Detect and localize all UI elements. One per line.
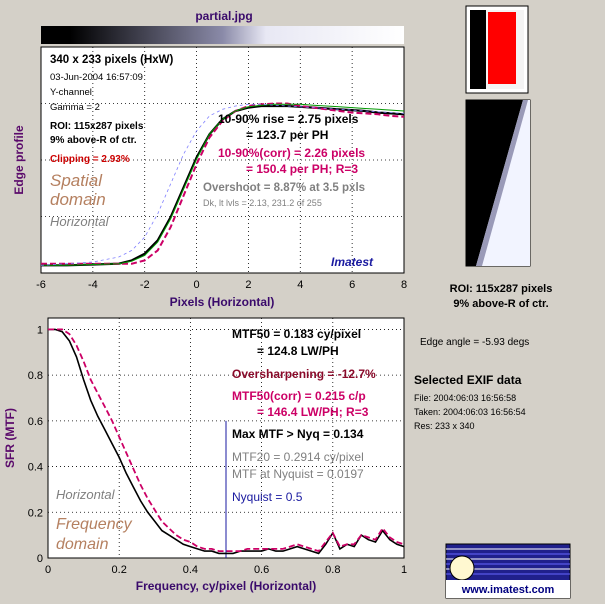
mtf50c-label-2: = 146.4 LW/PH; R=3	[257, 405, 369, 419]
info-line-5: 9% above-R of ctr.	[50, 135, 137, 146]
edge-x-tick-label: 6	[349, 279, 355, 291]
mtf-series-line-1	[48, 328, 405, 553]
info-line-0: 340 x 233 pixels (HxW)	[50, 54, 174, 66]
spatial-label: Spatial	[50, 171, 103, 190]
mtf50c-label-1: MTF50(corr) = 0.215 c/p	[232, 389, 366, 403]
roi-size-label: ROI: 115x287 pixels	[450, 283, 553, 295]
edge-x-tick-label: 0	[194, 279, 200, 291]
horizontal-label-bottom: Horizontal	[56, 487, 116, 502]
frequency-label: Frequency	[56, 516, 133, 533]
edge-ylabel: Edge profile	[12, 125, 26, 195]
overshoot-label: Overshoot = 8.87% at 3.5 pxls	[203, 182, 365, 194]
edge-image	[465, 99, 531, 267]
logo-url[interactable]: www.imatest.com	[461, 584, 555, 596]
edge-curves	[40, 102, 405, 267]
mtf-x-tick-label: 0	[45, 564, 51, 576]
edge-profile-panel: -6 -4 -2 0 2 4 6 8 340 x 233 pixels (HxW) 03-Ju…	[12, 26, 407, 309]
mtf20-label: MTF20 = 0.2914 cy/pixel	[232, 450, 364, 464]
mtfnyq-label: MTF at Nyquist = 0.0197	[232, 467, 364, 481]
mtf-y-tick-label: 0	[37, 553, 43, 565]
grayscale-bar	[41, 26, 404, 44]
mtf-y-ticks: 0 0.2 0.4 0.6 0.8 1	[28, 324, 43, 565]
mtf-y-tick-label: 0.2	[28, 507, 43, 519]
imatest-label: Imatest	[331, 255, 374, 269]
exif-taken: Taken: 2004:06:03 16:56:54	[414, 407, 526, 417]
edge-series-line-2	[41, 103, 405, 266]
window-title: partial.jpg	[195, 9, 252, 23]
oversharpening-label: Oversharpening = -12.7%	[232, 367, 376, 381]
info-line-4: ROI: 115x287 pixels	[50, 121, 144, 132]
logo-sun-icon	[449, 555, 475, 581]
exif-title: Selected EXIF data	[414, 373, 522, 387]
imatest-logo[interactable]: www.imatest.com	[445, 543, 571, 599]
rise-label-2: = 123.7 per PH	[246, 128, 328, 142]
edge-x-tick-label: -2	[140, 279, 150, 291]
dklt-label: Dk, lt lvls = 2.13, 231.2 of 255	[203, 198, 322, 208]
mtf-ylabel: SFR (MTF)	[3, 408, 17, 468]
horizontal-label-top: Horizontal	[50, 214, 110, 229]
edge-x-tick-label: -4	[88, 279, 98, 291]
info-line-2: Y-channel	[50, 87, 92, 98]
edge-x-tick-label: 4	[297, 279, 303, 291]
mtf-x-tick-label: 1	[401, 564, 407, 576]
edge-x-tick-label: 2	[245, 279, 251, 291]
rise-label-1: 10-90% rise = 2.75 pixels	[218, 112, 359, 126]
maxmtf-label: Max MTF > Nyq = 0.134	[232, 427, 364, 441]
mtf-y-tick-label: 0.6	[28, 416, 43, 428]
edge-x-ticks: -6 -4 -2 0 2 4 6 8	[36, 279, 407, 291]
mtf-x-tick-label: 0.4	[183, 564, 198, 576]
clipping-label: Clipping = 2.93%	[50, 154, 130, 165]
mtf-panel: 0 0.2 0.4 0.6 0.8 1 0 0.2 0.4 0.6 0.8 1 MTF50 = 0.…	[3, 317, 407, 593]
mtf-y-tick-label: 0.8	[28, 370, 43, 382]
exif-res: Res: 233 x 340	[414, 421, 475, 431]
domain-label-bottom: domain	[56, 536, 109, 553]
mtf-x-tick-label: 0.2	[112, 564, 127, 576]
mtf-y-tick-label: 1	[37, 324, 43, 336]
roi-thumbnail	[465, 5, 529, 94]
edge-xlabel: Pixels (Horizontal)	[170, 295, 275, 309]
exif-file: File: 2004:06:03 16:56:58	[414, 393, 516, 403]
mtf50-label-1: MTF50 = 0.183 cy/pixel	[232, 327, 361, 341]
nyquist-label: Nyquist = 0.5	[232, 490, 303, 504]
domain-label: domain	[50, 190, 106, 209]
roi-position-label: 9% above-R of ctr.	[453, 298, 548, 310]
info-line-1: 03-Jun-2004 16:57:09	[50, 72, 143, 83]
edge-x-tick-label: 8	[401, 279, 407, 291]
edge-angle-label: Edge angle = -5.93 degs	[420, 337, 529, 348]
mtf50-label-2: = 124.8 LW/PH	[257, 344, 339, 358]
edge-x-tick-label: -6	[36, 279, 46, 291]
mtf-xlabel: Frequency, cy/pixel (Horizontal)	[136, 579, 316, 593]
mtf-x-tick-label: 0.8	[325, 564, 340, 576]
corr-label-2: = 150.4 per PH; R=3	[246, 162, 358, 176]
edge-series-line-3	[40, 103, 405, 266]
mtf-curves	[48, 328, 405, 555]
mtf-x-tick-label: 0.6	[254, 564, 269, 576]
corr-label-1: 10-90%(corr) = 2.26 pixels	[218, 146, 365, 160]
info-line-3: Gamma = 2	[50, 102, 100, 113]
mtf-y-tick-label: 0.4	[28, 462, 43, 474]
mtf-x-ticks: 0 0.2 0.4 0.6 0.8 1	[45, 564, 407, 576]
